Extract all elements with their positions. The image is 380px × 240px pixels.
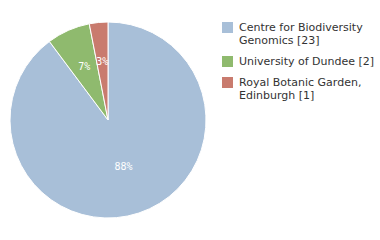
legend-label: Centre for BiodiversityGenomics [23] (239, 21, 363, 47)
pie-slice (10, 22, 206, 218)
legend-swatch (222, 22, 233, 33)
legend-label-line: Genomics [23] (239, 34, 320, 47)
legend-item: Royal Botanic Garden,Edinburgh [1] (222, 76, 361, 102)
legend-swatch (222, 56, 233, 67)
legend: Centre for BiodiversityGenomics [23] Univ… (222, 21, 374, 102)
legend-label-line: Royal Botanic Garden, (239, 76, 361, 89)
data-label: 3% (96, 56, 108, 67)
legend-item: Centre for BiodiversityGenomics [23] (222, 21, 363, 47)
legend-label-line: University of Dundee [2] (239, 55, 374, 68)
legend-label: University of Dundee [2] (239, 55, 374, 68)
pie-slice (89, 22, 108, 120)
legend-item: University of Dundee [2] (222, 55, 374, 68)
data-labels: 88% 7% 3% (78, 56, 132, 172)
legend-swatch (222, 77, 233, 88)
legend-label-line: Edinburgh [1] (239, 89, 314, 102)
data-label: 7% (78, 61, 90, 72)
data-label: 88% (114, 161, 132, 172)
pie (10, 22, 206, 218)
legend-label: Royal Botanic Garden,Edinburgh [1] (239, 76, 361, 102)
legend-label-line: Centre for Biodiversity (239, 21, 363, 34)
chart: 88% 7% 3% Centre for BiodiversityGenomics [… (0, 0, 380, 240)
